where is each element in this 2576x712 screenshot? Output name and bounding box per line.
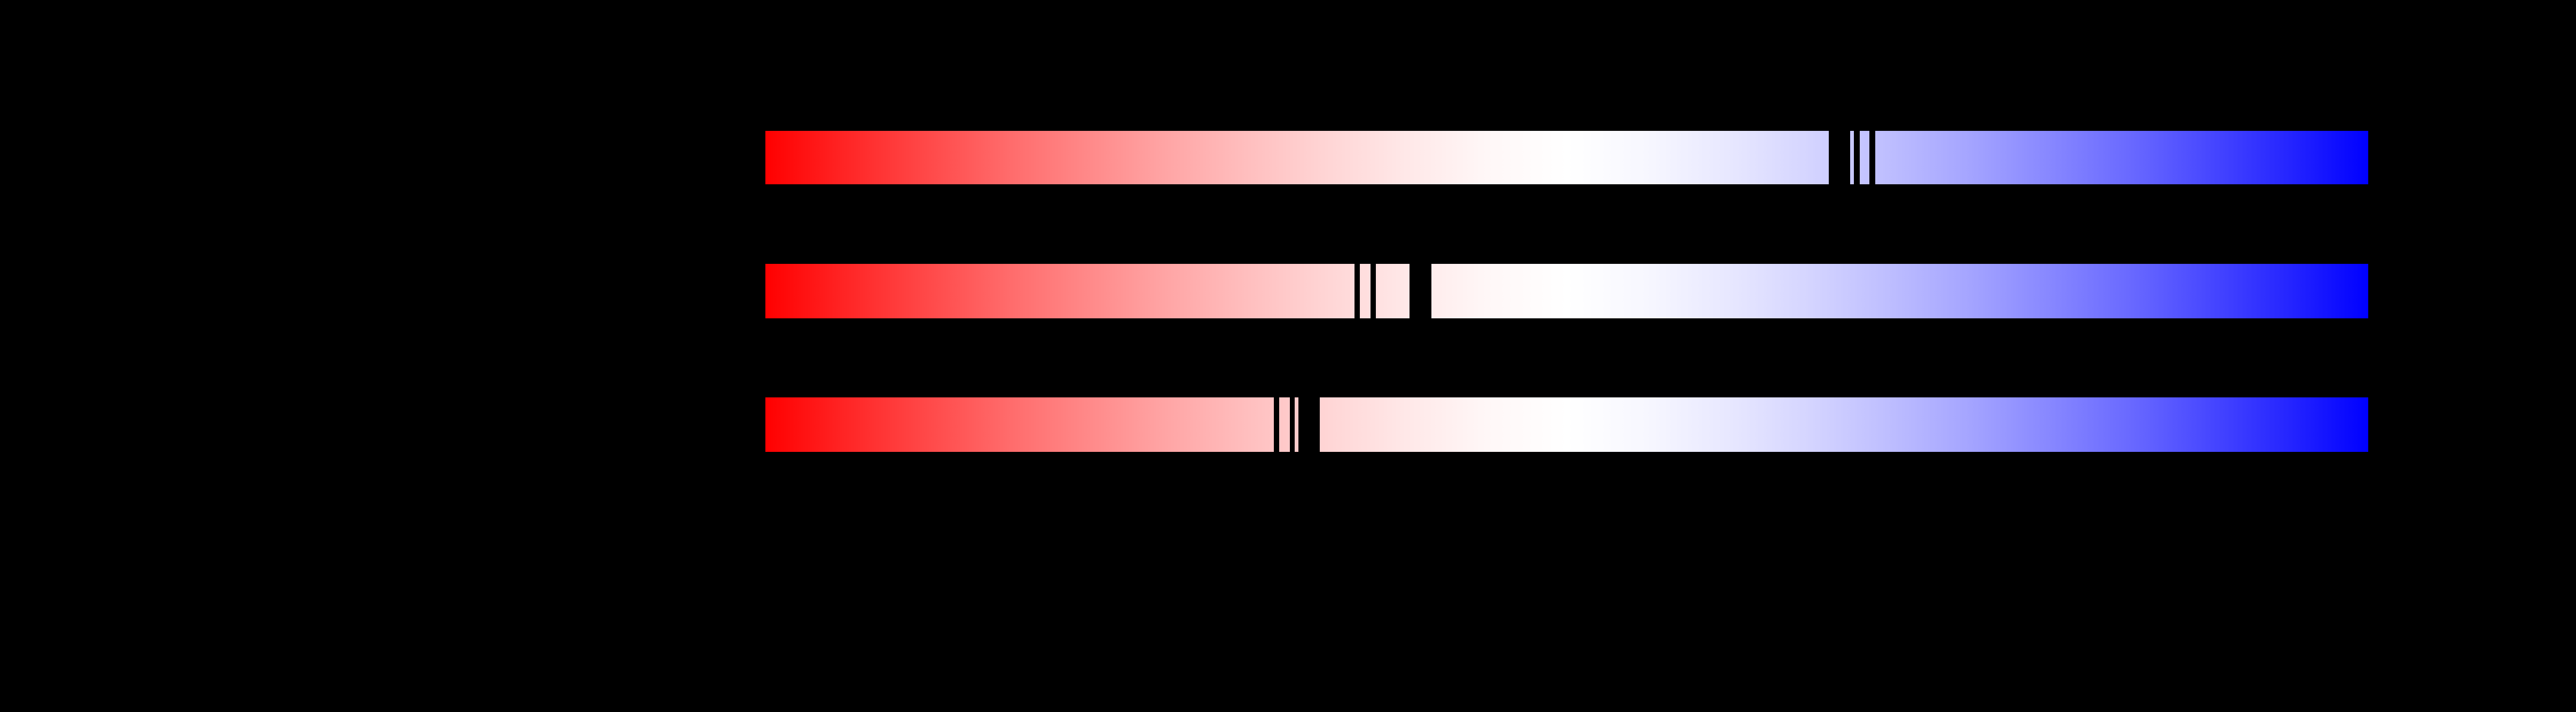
- value-marker-thin: [1274, 397, 1279, 452]
- colorbar-2: [765, 264, 2368, 318]
- value-marker-thick: [1298, 397, 1320, 452]
- value-marker-thin: [1290, 397, 1295, 452]
- colorbar-1: [765, 131, 2368, 184]
- value-marker-thin: [1854, 131, 1860, 184]
- colorbar-3: [765, 397, 2368, 452]
- value-marker-thin: [1354, 264, 1360, 318]
- value-marker-thick: [1410, 264, 1431, 318]
- value-marker-thin: [1869, 131, 1875, 184]
- value-marker-thin: [1371, 264, 1376, 318]
- value-marker-thick: [1829, 131, 1850, 184]
